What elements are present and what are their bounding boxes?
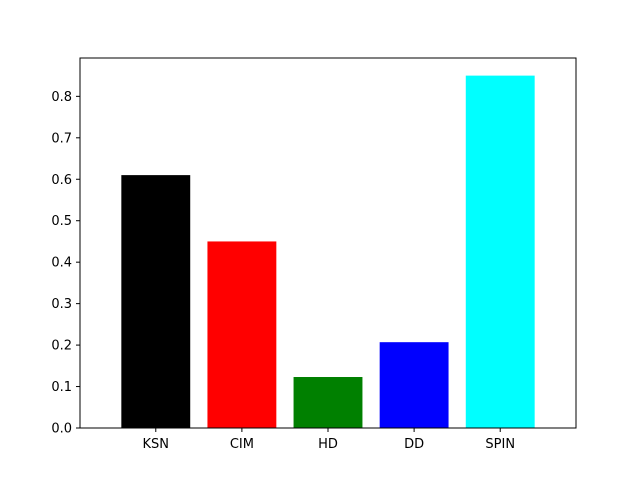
x-axis: KSN CIM HD DD SPIN [143, 428, 515, 452]
y-tick-label-5: 0.5 [51, 214, 72, 229]
bar-ksn [121, 175, 191, 428]
x-tick-label-ksn: KSN [143, 437, 170, 452]
y-tick-label-2: 0.2 [51, 339, 72, 354]
y-tick-label-1: 0.1 [51, 380, 72, 395]
bar-hd [293, 377, 363, 428]
y-axis: 0.0 0.1 0.2 0.3 0.4 0.5 0.6 0.7 0.8 [51, 90, 80, 437]
x-tick-label-cim: CIM [230, 437, 254, 452]
bar-dd [379, 342, 449, 428]
y-tick-label-7: 0.7 [51, 131, 72, 146]
bars-layer [121, 75, 535, 428]
x-tick-label-dd: DD [404, 437, 424, 452]
y-tick-label-6: 0.6 [51, 173, 72, 188]
y-tick-label-4: 0.4 [51, 256, 72, 271]
y-tick-label-0: 0.0 [51, 422, 72, 437]
y-tick-label-8: 0.8 [51, 90, 72, 105]
bar-spin [465, 75, 535, 428]
bar-cim [207, 241, 277, 428]
x-tick-label-hd: HD [318, 437, 338, 452]
x-tick-label-spin: SPIN [485, 437, 515, 452]
plot-frame [79, 57, 577, 429]
y-tick-label-3: 0.3 [51, 297, 72, 312]
